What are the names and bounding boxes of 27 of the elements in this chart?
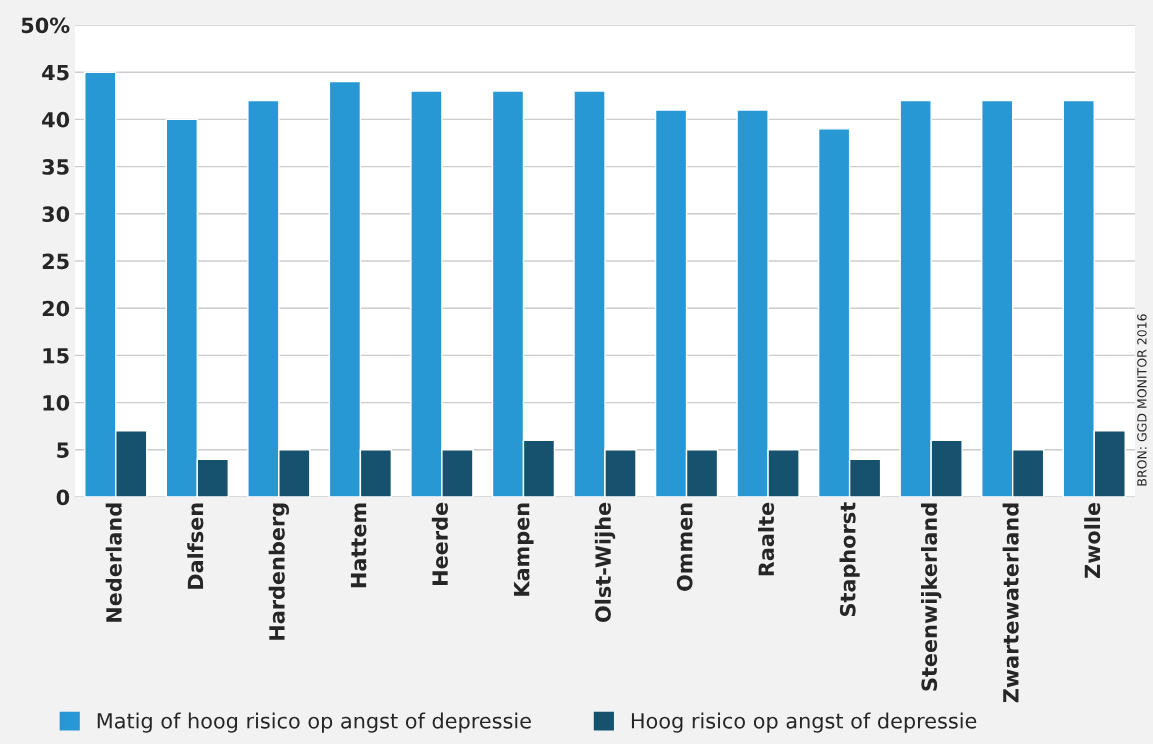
x-tick-label: Dalfsen bbox=[187, 503, 204, 589]
y-tick-label: 5 bbox=[57, 442, 69, 459]
x-tick-label: Zwolle bbox=[1084, 502, 1101, 579]
y-tick-label: 30 bbox=[42, 206, 70, 223]
x-tick-label: Staphorst bbox=[839, 502, 860, 617]
y-tick-label: 50% bbox=[21, 17, 70, 34]
x-tick-label: Raalte bbox=[758, 502, 775, 576]
y-tick-label: 20 bbox=[42, 300, 70, 317]
x-tick-label: Hattem bbox=[350, 503, 367, 588]
y-tick-label: 45 bbox=[42, 64, 69, 81]
x-tick-label: Ommen bbox=[676, 503, 693, 591]
legend-label: Matig of hoog risico op angst of depressie bbox=[97, 712, 531, 733]
x-tick-label: Steenwijkerland bbox=[920, 503, 942, 691]
text: BRON: GGD MONITOR 2016 bbox=[1137, 314, 1147, 486]
x-tick-label: Kampen bbox=[514, 503, 534, 596]
y-tick-label: 15 bbox=[43, 348, 69, 364]
x-tick-label: Zwartewaterland bbox=[1002, 503, 1019, 703]
x-tick-label: Heerde bbox=[431, 502, 448, 585]
y-tick-label: 0 bbox=[56, 489, 70, 506]
y-tick-label: 35 bbox=[42, 159, 69, 175]
legend-label: Hoog risico op angst of depressie bbox=[631, 712, 977, 733]
x-tick-label: Hardenberg bbox=[268, 503, 290, 640]
y-tick-label: 10 bbox=[43, 395, 70, 411]
y-tick-label: 40 bbox=[42, 111, 70, 128]
x-tick-label: Nederland bbox=[105, 503, 122, 622]
y-tick-label: 25 bbox=[42, 253, 69, 270]
x-tick-label: Olst-Wijhe bbox=[594, 502, 616, 622]
